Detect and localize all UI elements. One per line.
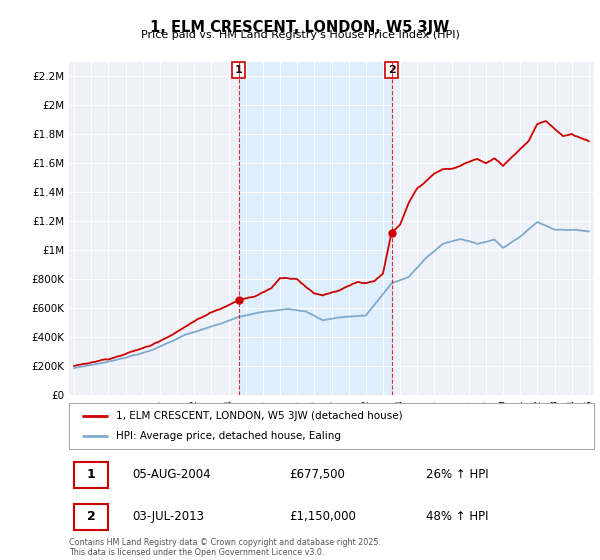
Bar — [239, 62, 392, 395]
FancyBboxPatch shape — [74, 503, 109, 530]
Text: 26% ↑ HPI: 26% ↑ HPI — [426, 468, 488, 482]
Text: 48% ↑ HPI: 48% ↑ HPI — [426, 510, 488, 524]
Text: 05-AUG-2004: 05-AUG-2004 — [132, 468, 211, 482]
Text: 1: 1 — [87, 468, 95, 482]
Text: 2: 2 — [87, 510, 95, 524]
Text: 1, ELM CRESCENT, LONDON, W5 3JW: 1, ELM CRESCENT, LONDON, W5 3JW — [151, 20, 449, 35]
Text: 1: 1 — [235, 65, 242, 75]
Text: 03-JUL-2013: 03-JUL-2013 — [132, 510, 204, 524]
Text: Contains HM Land Registry data © Crown copyright and database right 2025.
This d: Contains HM Land Registry data © Crown c… — [69, 538, 381, 557]
FancyBboxPatch shape — [74, 461, 109, 488]
Text: HPI: Average price, detached house, Ealing: HPI: Average price, detached house, Eali… — [116, 431, 341, 441]
Text: £677,500: £677,500 — [290, 468, 346, 482]
Text: 1, ELM CRESCENT, LONDON, W5 3JW (detached house): 1, ELM CRESCENT, LONDON, W5 3JW (detache… — [116, 411, 403, 421]
Text: £1,150,000: £1,150,000 — [290, 510, 356, 524]
Text: Price paid vs. HM Land Registry's House Price Index (HPI): Price paid vs. HM Land Registry's House … — [140, 30, 460, 40]
Text: 2: 2 — [388, 65, 395, 75]
